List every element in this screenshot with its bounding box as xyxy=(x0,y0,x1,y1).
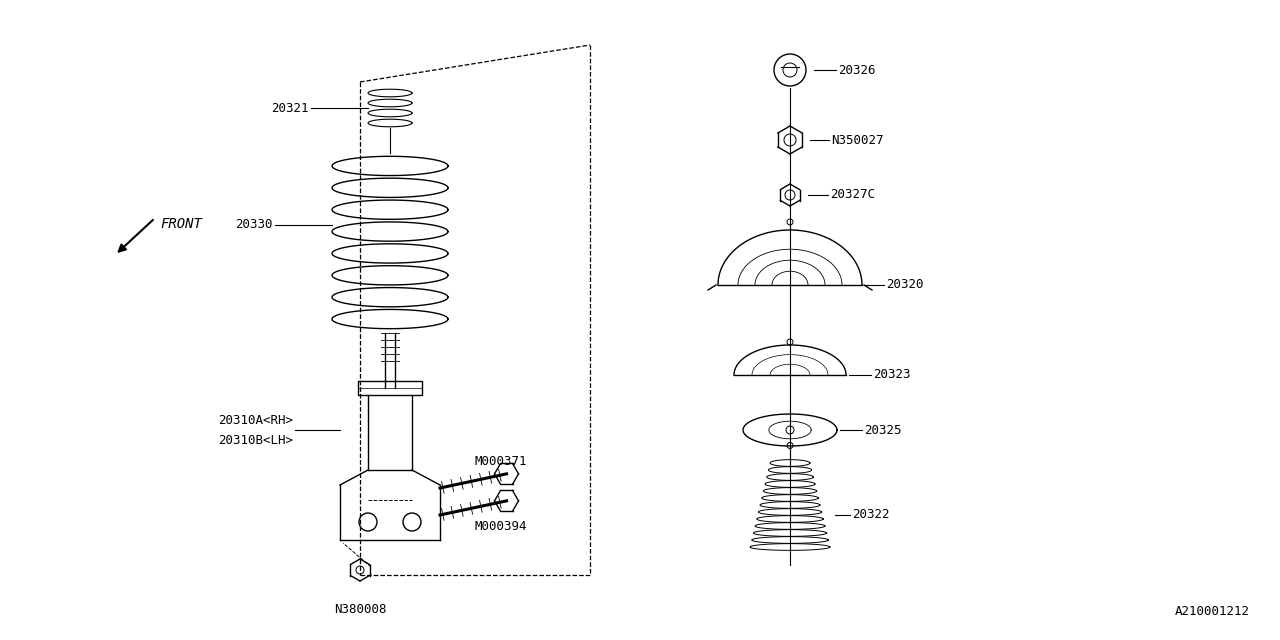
Text: 20325: 20325 xyxy=(864,424,901,436)
Text: 20320: 20320 xyxy=(886,278,923,291)
Text: N350027: N350027 xyxy=(831,134,883,147)
Text: M000371: M000371 xyxy=(475,455,527,468)
Text: A210001212: A210001212 xyxy=(1175,605,1251,618)
Circle shape xyxy=(358,513,378,531)
Text: 20322: 20322 xyxy=(852,509,890,522)
Circle shape xyxy=(787,442,794,449)
Circle shape xyxy=(787,219,794,225)
Text: 20321: 20321 xyxy=(271,102,308,115)
Text: 20330: 20330 xyxy=(236,218,273,232)
Circle shape xyxy=(403,513,421,531)
Circle shape xyxy=(786,426,794,434)
Circle shape xyxy=(787,339,794,345)
Text: N380008: N380008 xyxy=(334,603,387,616)
Text: 20326: 20326 xyxy=(838,63,876,77)
Circle shape xyxy=(356,566,364,574)
Text: 20310A<RH>: 20310A<RH> xyxy=(218,413,293,426)
Text: FRONT: FRONT xyxy=(160,217,202,231)
Text: 20327C: 20327C xyxy=(829,189,876,202)
Circle shape xyxy=(783,134,796,146)
Text: M000394: M000394 xyxy=(475,520,527,533)
Circle shape xyxy=(783,63,797,77)
FancyBboxPatch shape xyxy=(358,381,422,395)
Circle shape xyxy=(785,190,795,200)
Text: 20323: 20323 xyxy=(873,369,910,381)
Text: 20310B<LH>: 20310B<LH> xyxy=(218,433,293,447)
Circle shape xyxy=(774,54,806,86)
